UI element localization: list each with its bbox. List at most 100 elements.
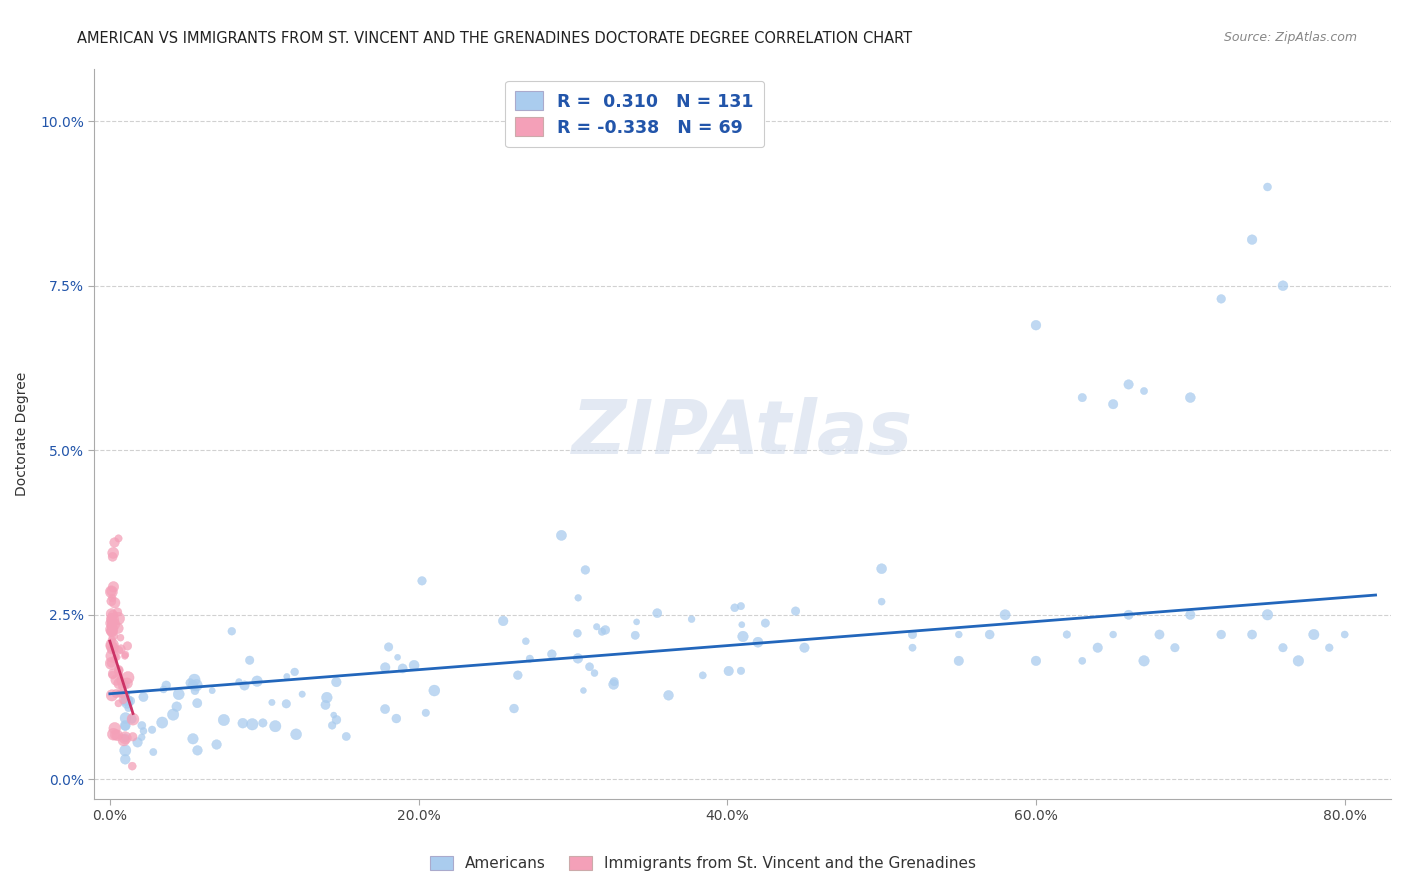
Point (232, 716, 254, 731)
Point (100, 584, 122, 599)
Point (595, 623, 617, 637)
Point (754, 616, 776, 631)
Point (101, 689, 124, 703)
Point (107, 532, 129, 546)
Point (252, 715, 274, 730)
Point (122, 712, 145, 726)
Point (103, 617, 125, 632)
Point (1025, 654, 1047, 668)
Point (322, 708, 344, 723)
Point (100, 584, 122, 599)
Point (585, 620, 607, 634)
Point (103, 629, 125, 643)
Point (117, 671, 139, 685)
Point (1180, 391, 1202, 405)
Point (1271, 278, 1294, 293)
Point (103, 580, 125, 594)
Point (626, 615, 648, 629)
Point (110, 673, 132, 688)
Point (567, 651, 589, 665)
Point (105, 728, 128, 742)
Point (101, 615, 124, 629)
Point (101, 666, 124, 681)
Point (315, 690, 337, 705)
Point (1241, 233, 1264, 247)
Point (228, 674, 250, 689)
Point (994, 607, 1017, 622)
Point (1118, 377, 1140, 392)
Point (731, 617, 754, 632)
Point (115, 676, 138, 690)
Point (107, 663, 129, 677)
Point (131, 731, 153, 745)
Point (183, 673, 205, 687)
Point (205, 738, 228, 752)
Point (103, 640, 125, 655)
Point (1102, 627, 1125, 641)
Point (112, 733, 135, 747)
Point (221, 624, 243, 639)
Point (114, 648, 136, 663)
Point (166, 699, 188, 714)
Point (325, 675, 347, 690)
Point (276, 669, 298, 683)
Point (1333, 627, 1355, 641)
Point (108, 668, 131, 682)
Point (107, 697, 129, 711)
Point (167, 687, 190, 701)
Point (107, 664, 129, 678)
Point (142, 745, 165, 759)
Point (1180, 607, 1202, 622)
Point (492, 614, 515, 628)
Point (747, 635, 769, 649)
Point (114, 711, 136, 725)
Point (374, 702, 396, 716)
Point (602, 677, 624, 691)
Point (117, 701, 139, 715)
Point (115, 696, 138, 710)
Point (131, 718, 153, 732)
Point (101, 591, 124, 605)
Point (246, 674, 269, 689)
Point (100, 623, 122, 637)
Point (104, 652, 127, 666)
Point (201, 683, 224, 698)
Point (374, 660, 396, 674)
Point (104, 728, 127, 742)
Point (100, 620, 122, 634)
Point (100, 616, 122, 631)
Point (100, 607, 122, 621)
Point (111, 687, 134, 701)
Point (1087, 640, 1109, 655)
Point (657, 689, 679, 703)
Point (515, 634, 537, 648)
Point (1286, 654, 1309, 668)
Point (591, 624, 613, 639)
Point (108, 643, 131, 657)
Point (335, 730, 357, 744)
Point (285, 727, 308, 741)
Point (724, 600, 747, 615)
Point (870, 562, 893, 576)
Point (574, 563, 596, 577)
Point (731, 630, 754, 644)
Point (100, 594, 122, 608)
Point (101, 613, 124, 627)
Point (101, 668, 124, 682)
Point (105, 650, 128, 665)
Point (692, 668, 714, 682)
Point (567, 626, 589, 640)
Point (100, 611, 122, 625)
Point (1317, 640, 1340, 655)
Point (583, 666, 606, 681)
Point (181, 678, 204, 692)
Point (132, 690, 155, 704)
Point (572, 683, 595, 698)
Point (387, 650, 409, 665)
Point (108, 676, 131, 690)
Point (503, 701, 526, 715)
Point (141, 723, 163, 737)
Point (567, 591, 589, 605)
Point (239, 653, 262, 667)
Point (111, 679, 134, 693)
